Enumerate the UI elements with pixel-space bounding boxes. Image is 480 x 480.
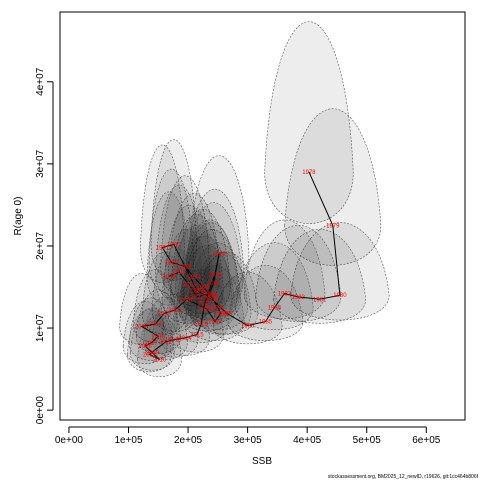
point-label-2021: 2021 bbox=[203, 292, 217, 298]
footer-text: stockassessment.org, BM2025_12_newID, r1… bbox=[328, 474, 479, 480]
uncertainty-ellipse-1995 bbox=[175, 208, 231, 314]
x-tick-label: 0e+00 bbox=[55, 435, 84, 446]
point-label-2013: 2013 bbox=[168, 338, 182, 344]
point-label-1996: 1996 bbox=[204, 293, 218, 299]
point-label-2005: 2005 bbox=[135, 324, 149, 330]
point-label-1998: 1998 bbox=[214, 311, 228, 317]
point-label-1989: 1989 bbox=[190, 288, 204, 294]
x-tick-label: 2e+05 bbox=[174, 435, 203, 446]
uncertainty-ellipse-1978 bbox=[264, 21, 354, 224]
point-label-1979: 1979 bbox=[326, 223, 340, 229]
point-label-1991: 1991 bbox=[156, 246, 170, 252]
uncertainty-ellipses bbox=[119, 21, 390, 378]
uncertainty-ellipse-2023 bbox=[163, 204, 215, 312]
uncertainty-ellipse-1984 bbox=[235, 242, 314, 331]
uncertainty-ellipse-2008 bbox=[122, 301, 168, 364]
y-tick-label: 2e+07 bbox=[35, 231, 46, 260]
point-label-2019: 2019 bbox=[212, 252, 226, 258]
uncertainty-ellipse-1990 bbox=[150, 139, 197, 281]
point-label-1984: 1984 bbox=[268, 306, 282, 312]
x-tick-label: 3e+05 bbox=[234, 435, 263, 446]
point-label-1981: 1981 bbox=[313, 297, 327, 303]
x-axis-label: SSB bbox=[252, 456, 272, 467]
point-label-2010: 2010 bbox=[153, 357, 167, 363]
point-label-2014: 2014 bbox=[178, 336, 192, 342]
point-label-1978: 1978 bbox=[302, 170, 316, 176]
point-label-1993: 1993 bbox=[178, 264, 192, 270]
y-axis-label: R(age 0) bbox=[13, 197, 24, 236]
plot-frame bbox=[59, 11, 466, 421]
point-label-1999: 1999 bbox=[208, 319, 222, 325]
uncertainty-ellipse-2019 bbox=[188, 155, 250, 288]
point-label-1994: 1994 bbox=[187, 275, 201, 281]
point-label-2002: 2002 bbox=[168, 308, 182, 314]
point-label-2011: 2011 bbox=[143, 352, 157, 358]
point-label-1982: 1982 bbox=[292, 295, 306, 301]
point-label-1985: 1985 bbox=[259, 319, 273, 325]
point-label-2000: 2000 bbox=[200, 307, 214, 313]
point-label-1986: 1986 bbox=[241, 324, 255, 330]
point-label-2016: 2016 bbox=[194, 322, 208, 328]
x-tick-label: 1e+05 bbox=[114, 435, 143, 446]
y-tick-label: 4e+07 bbox=[35, 67, 46, 96]
y-axis: 0e+00 1e+07 2e+07 3e+07 4e+07 bbox=[35, 67, 54, 425]
point-label-2008: 2008 bbox=[138, 344, 152, 350]
point-label-1988: 1988 bbox=[205, 297, 219, 303]
x-tick-label: 4e+05 bbox=[293, 435, 322, 446]
point-label-1987: 1987 bbox=[220, 311, 234, 317]
point-label-1995: 1995 bbox=[196, 285, 210, 291]
point-label-2022: 2022 bbox=[190, 295, 204, 301]
point-label-2025: 2025 bbox=[162, 274, 176, 280]
uncertainty-ellipse-2022 bbox=[170, 224, 224, 322]
x-axis: 0e+00 1e+05 2e+05 3e+05 4e+05 5e+05 6e+05 bbox=[55, 426, 441, 446]
point-label-2018: 2018 bbox=[208, 273, 222, 279]
point-label-2009: 2009 bbox=[146, 351, 160, 357]
point-label-1983: 1983 bbox=[278, 292, 292, 298]
uncertainty-ellipse-1980 bbox=[290, 222, 390, 321]
uncertainty-ellipse-2006 bbox=[135, 289, 181, 355]
uncertainty-ellipse-1979 bbox=[284, 108, 382, 266]
point-label-2023: 2023 bbox=[183, 283, 197, 289]
point-label-2017: 2017 bbox=[198, 301, 212, 307]
point-label-1990: 1990 bbox=[167, 242, 181, 248]
y-tick-label: 1e+07 bbox=[35, 314, 46, 343]
uncertainty-ellipse-1997 bbox=[187, 242, 248, 330]
x-tick-label: 5e+05 bbox=[353, 435, 382, 446]
uncertainty-ellipse-1993 bbox=[160, 175, 210, 298]
point-label-2024: 2024 bbox=[172, 270, 186, 276]
point-label-1980: 1980 bbox=[333, 293, 347, 299]
point-label-2012: 2012 bbox=[159, 340, 173, 346]
trajectory-polyline bbox=[140, 171, 341, 360]
point-label-2020: 2020 bbox=[207, 281, 221, 287]
point-label-2004: 2004 bbox=[149, 322, 163, 328]
y-tick-label: 0e+00 bbox=[35, 396, 46, 425]
point-label-2001: 2001 bbox=[180, 297, 194, 303]
x-tick-label: 6e+05 bbox=[412, 435, 441, 446]
uncertainty-ellipse-2000 bbox=[178, 245, 236, 332]
point-label-1992: 1992 bbox=[165, 260, 179, 266]
uncertainty-ellipse-1981 bbox=[273, 229, 366, 324]
uncertainty-ellipse-2011 bbox=[127, 309, 172, 373]
uncertainty-ellipse-1985 bbox=[227, 265, 304, 341]
point-label-2003: 2003 bbox=[158, 311, 172, 317]
point-label-1997: 1997 bbox=[211, 306, 225, 312]
point-label-2007: 2007 bbox=[144, 341, 158, 347]
point-label-2006: 2006 bbox=[152, 334, 166, 340]
uncertainty-ellipse-1983 bbox=[243, 219, 326, 319]
y-tick-label: 3e+07 bbox=[35, 149, 46, 178]
uncertainty-ellipse-2015 bbox=[170, 286, 224, 353]
point-label-2015: 2015 bbox=[190, 333, 204, 339]
uncertainty-ellipse-2013 bbox=[151, 294, 199, 358]
uncertainty-ellipse-2025 bbox=[146, 191, 192, 306]
trajectory-line bbox=[140, 171, 341, 360]
